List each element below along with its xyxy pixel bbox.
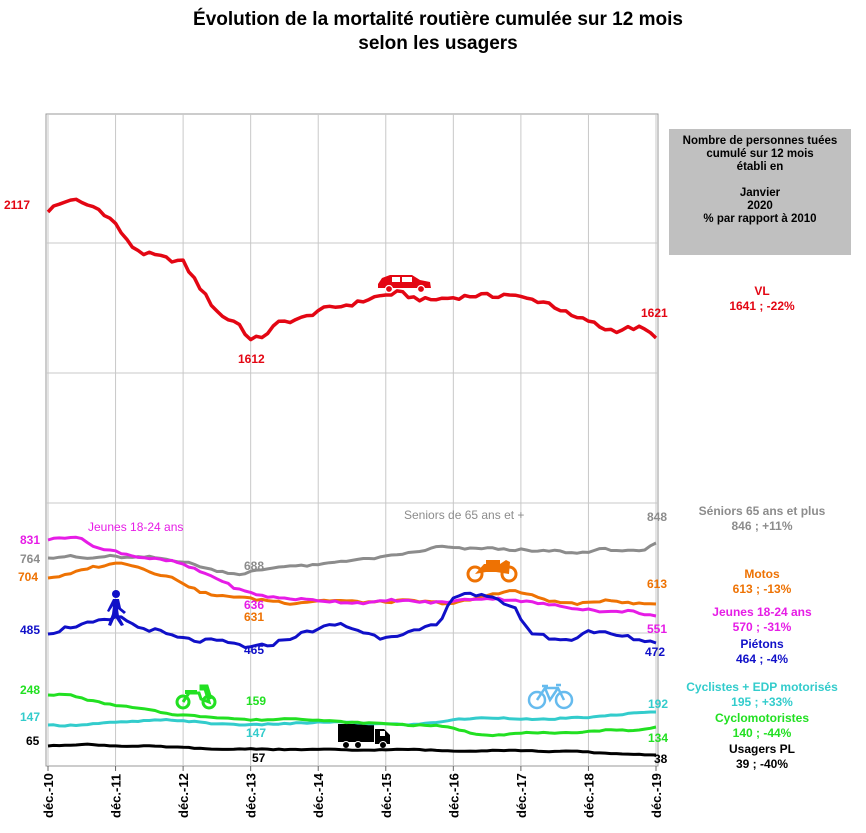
start-label-cyclistes: 147 [20,710,40,724]
x-tick-label: déc.-11 [109,774,124,818]
x-tick-label: déc.-12 [176,773,191,818]
x-tick-label: déc.-13 [244,773,259,818]
x-tick-label: déc.-15 [379,773,394,818]
series-line-cyclo [47,692,657,738]
end-label-pl: 38 [654,752,668,766]
x-axis-ticks: déc.-10 déc.-11 déc.-12 déc.-13 déc.-14 déc.-… [41,766,664,818]
start-label-motos: 704 [18,570,38,584]
mid-label-motos: 631 [244,610,264,624]
info-box-line-2: cumulé sur 12 mois [706,148,814,160]
x-tick-label: déc.-14 [311,772,326,818]
series-line-pl [47,742,657,757]
legend-name-cyclo: Cyclomotoristes [714,711,810,725]
legend-name-pietons: Piétons [740,637,784,651]
legend-name-cyclistes: Cyclistes + EDP motorisés [686,680,838,694]
inline-name-seniors: Seniors de 65 ans et + [404,508,524,522]
motorcycle-icon [466,560,518,583]
info-box-line-3: établi en [736,161,784,173]
legend-entry-jeunes: Jeunes 18-24 ans 570 ; -31% [672,605,852,635]
series-line-motos [47,561,657,606]
mid-label-pl: 57 [252,751,266,765]
legend-value-vl: 1641 ; -22% [729,299,795,313]
start-label-pietons: 485 [20,623,40,637]
series-line-seniors [47,541,657,577]
mid-label-seniors: 688 [244,559,264,573]
legend-value-pl: 39 ; -40% [735,757,789,771]
x-tick-label: déc.-18 [581,773,596,818]
end-label-motos: 613 [647,577,667,591]
plot-area [45,113,659,767]
chart-title-line-2: selon les usagers [358,33,518,54]
chart-grid [45,113,659,767]
legend-value-pietons: 464 ; -4% [735,652,789,666]
x-tick-label: déc.-17 [514,773,529,818]
x-tick-label: déc.-10 [41,773,56,818]
moped-icon [175,684,217,710]
legend-value-cyclo: 140 ; -44% [732,726,792,740]
legend-entry-pl: Usagers PL 39 ; -40% [672,742,852,772]
mid-label-jeunes: 636 [244,598,264,612]
end-label-jeunes: 551 [647,622,667,636]
start-label-cyclo: 248 [20,683,40,697]
inline-name-jeunes: Jeunes 18-24 ans [88,520,183,534]
start-label-jeunes: 831 [20,533,40,547]
end-label-pietons: 472 [645,645,665,659]
mid-label-cyclistes: 147 [246,726,266,740]
mid-label-pietons: 465 [244,643,264,657]
legend-entry-pietons: Piétons 464 ; -4% [672,637,852,667]
mid-label-vl: 1612 [238,352,265,366]
legend-value-seniors: 846 ; +11% [731,519,793,533]
info-box-line-6: % par rapport à 2010 [703,213,817,225]
info-box: Nombre de personnes tuées cumulé sur 12 … [669,129,851,255]
bicycle-icon [527,683,574,710]
end-label-cyclistes: 192 [648,697,668,711]
chart-title-line-1: Évolution de la mortalité routière cumul… [193,9,683,30]
end-label-seniors: 848 [647,510,667,524]
start-label-vl: 2117 [4,198,30,212]
series-lines [46,197,658,757]
end-label-vl: 1621 [641,306,668,320]
series-line-pietons [47,591,657,649]
info-box-line-5: 2020 [747,200,773,212]
x-tick-label: déc.-16 [446,773,461,818]
series-line-vl [46,197,658,342]
start-label-seniors: 764 [20,552,40,566]
legend-name-jeunes: Jeunes 18-24 ans [712,605,812,619]
legend-value-jeunes: 570 ; -31% [732,620,792,634]
info-box-line-4: Janvier [739,187,781,199]
legend-entry-vl: VL 1641 ; -22% [672,284,852,314]
x-tick-label: déc.-19 [649,773,664,818]
truck-icon [338,724,390,749]
legend-name-seniors: Séniors 65 ans et plus [698,504,826,518]
legend-entry-cyclistes: Cyclistes + EDP motorisés 195 ; +33% [672,680,852,710]
legend-entry-seniors: Séniors 65 ans et plus 846 ; +11% [672,504,852,534]
legend-name-motos: Motos [744,567,780,581]
start-label-pl: 65 [26,734,40,748]
end-label-cyclo: 134 [648,731,668,745]
legend-entry-cyclo-value: 140 ; -44% [672,726,852,741]
car-icon [378,275,431,294]
data-labels: 2117 1621 1612 764 848 688 Seniors de 65 ans e… [4,198,668,766]
series-line-jeunes [47,535,657,618]
vehicle-icons [107,275,574,749]
mid-label-cyclo: 159 [246,694,266,708]
legend-entry-cyclo: Cyclomotoristes [672,711,852,726]
legend-entry-motos: Motos 613 ; -13% [672,567,852,597]
legend-value-cyclistes: 195 ; +33% [731,695,793,709]
legend-name-pl: Usagers PL [728,742,796,756]
legend-value-motos: 613 ; -13% [732,582,792,596]
info-box-line-1: Nombre de personnes tuées [682,135,838,147]
legend-name-vl: VL [754,284,770,298]
chart-title: Évolution de la mortalité routière cumul… [0,8,866,56]
